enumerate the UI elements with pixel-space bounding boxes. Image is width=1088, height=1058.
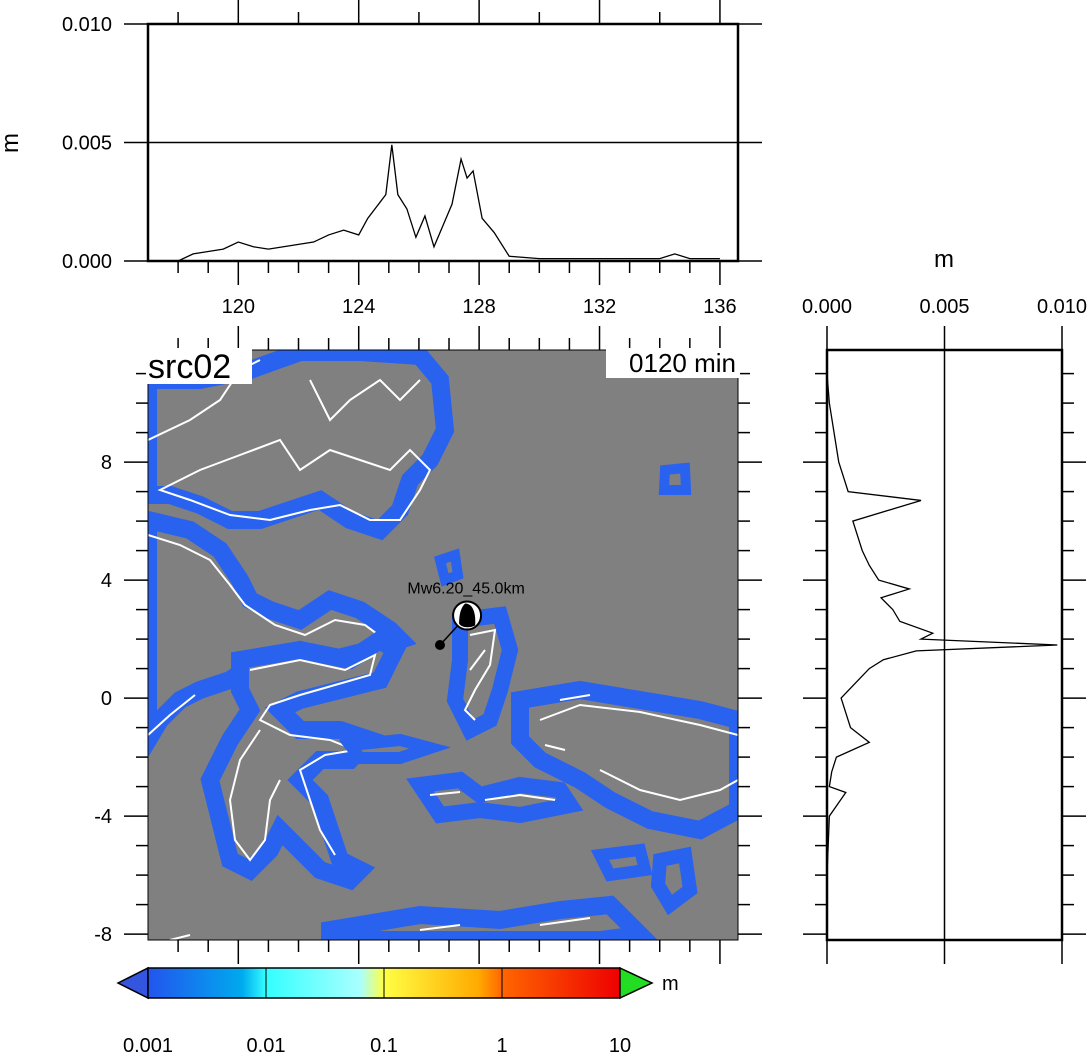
- right-xlabel: m: [934, 246, 954, 273]
- map-y-ticks: 8 4 0 -4 -8: [94, 372, 762, 946]
- right-x-ticks: 0.000 0.005 0.010: [802, 296, 1087, 964]
- time-label: 0120 min: [629, 348, 736, 378]
- top-profile-panel: 0.000 0.005 0.010 120 124 128 132 136 m: [0, 0, 762, 318]
- colorbar-tick-label: 1: [496, 1035, 507, 1057]
- colorbar-over-triangle: [619, 966, 654, 1000]
- island-talaud: [658, 462, 692, 495]
- right-profile-line: [827, 373, 1058, 935]
- right-profile-panel: 0.000 0.005 0.010 m: [802, 246, 1087, 964]
- top-x-tick-label: 132: [583, 296, 616, 318]
- island-sulawesi: [200, 629, 407, 891]
- top-y-tick-label: 0.010: [62, 14, 112, 36]
- coastline-papua: [539, 694, 738, 802]
- island-borneo: [148, 510, 417, 758]
- island-sula: [338, 733, 451, 764]
- coastline-mindanao: [157, 438, 432, 522]
- top-x-tick-label: 128: [462, 296, 495, 318]
- top-x-tick-label: 120: [222, 296, 255, 318]
- top-profile-line: [177, 144, 720, 261]
- colorbar-tick-label: 0.01: [247, 1035, 286, 1057]
- map-y-tick-label: -8: [94, 924, 112, 946]
- event-label: Mw6.20_45.0km: [407, 581, 524, 598]
- coastline-sulawesi: [228, 653, 377, 862]
- colorbar-tick-label: 0.1: [370, 1035, 398, 1057]
- right-x-tick-label: 0.010: [1037, 296, 1087, 318]
- beachball-icon: [452, 600, 483, 631]
- right-y-ticks: [803, 372, 1086, 935]
- map-x-ticks: [177, 326, 721, 964]
- top-y-ticks: 0.000 0.005 0.010: [62, 14, 762, 273]
- right-x-tick-label: 0.005: [919, 296, 969, 318]
- map-y-tick-label: 0: [101, 688, 112, 710]
- top-x-ticks: 120 124 128 132 136: [177, 0, 737, 318]
- map-panel: 8 4 0 -4 -8 src02 0120 min Mw6.20_45.0km: [94, 326, 762, 964]
- top-ylabel: m: [0, 133, 24, 153]
- island-kai: [590, 843, 653, 882]
- coastline-borneo: [148, 534, 386, 736]
- island-papua-region: [511, 680, 738, 840]
- right-x-tick-label: 0.000: [802, 296, 852, 318]
- map-y-tick-label: -4: [94, 806, 112, 828]
- map-y-tick-label: 8: [101, 452, 112, 474]
- island-aru: [650, 846, 698, 916]
- map-frame: [147, 349, 739, 941]
- top-y-tick-label: 0.005: [62, 133, 112, 155]
- coastline-halmahera: [463, 628, 497, 721]
- top-x-tick-label: 136: [703, 296, 736, 318]
- colorbar-tick-label: 0.001: [123, 1035, 173, 1057]
- map-title-box: [146, 348, 252, 384]
- time-label-box: [606, 348, 740, 378]
- colorbar: m 0.001 0.01 0.1 1 10: [116, 966, 679, 1057]
- colorbar-under-triangle: [116, 966, 149, 1000]
- epicenter-marker: [434, 640, 445, 650]
- island-seram: [406, 771, 584, 824]
- coastline-seram: [429, 791, 556, 801]
- map-land-features: [148, 350, 738, 940]
- top-y-tick-label: 0.000: [62, 251, 112, 273]
- island-south-chain: [321, 895, 658, 940]
- map-title: src02: [148, 348, 231, 386]
- colorbar-tick-label: 10: [609, 1035, 631, 1057]
- coastline-south: [169, 917, 591, 940]
- island-small-north: [434, 548, 464, 587]
- colorbar-unit: m: [662, 973, 679, 995]
- top-x-tick-label: 124: [342, 296, 375, 318]
- map-y-tick-label: 4: [101, 570, 112, 592]
